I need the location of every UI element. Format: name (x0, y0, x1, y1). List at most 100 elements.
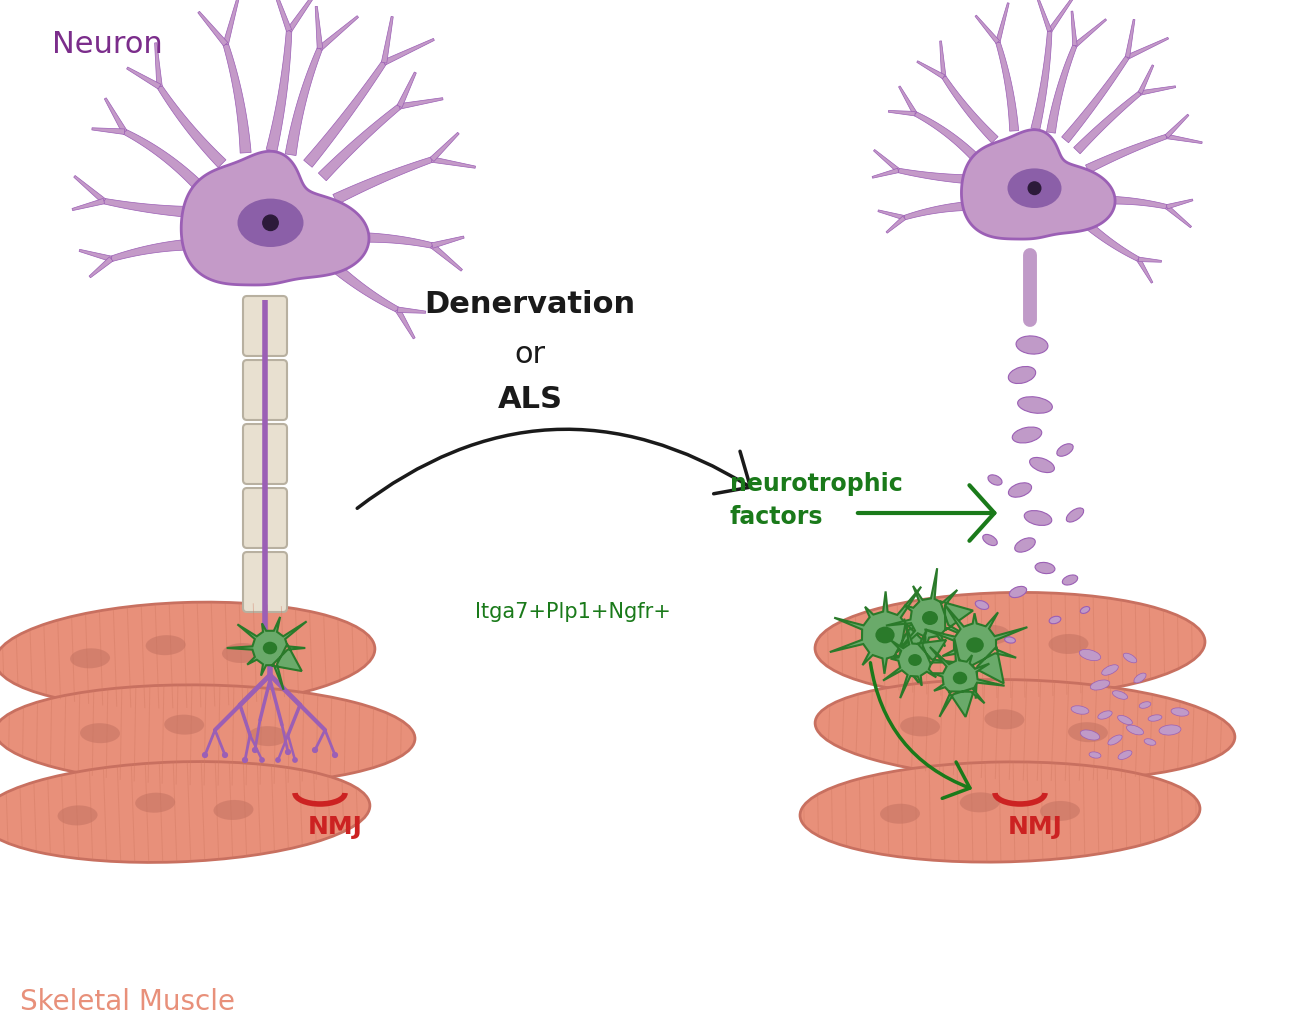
Polygon shape (898, 168, 970, 184)
Ellipse shape (1112, 690, 1128, 700)
Ellipse shape (1008, 366, 1035, 384)
Text: factors: factors (731, 505, 823, 529)
Ellipse shape (1081, 729, 1099, 740)
Polygon shape (319, 105, 401, 181)
Ellipse shape (1063, 575, 1078, 585)
Polygon shape (1031, 31, 1052, 130)
Ellipse shape (975, 600, 988, 609)
Ellipse shape (1016, 336, 1048, 354)
Text: or: or (515, 340, 545, 369)
Ellipse shape (953, 672, 967, 684)
FancyBboxPatch shape (243, 424, 288, 484)
Polygon shape (884, 619, 957, 698)
Ellipse shape (876, 627, 894, 643)
Polygon shape (916, 61, 945, 79)
Polygon shape (395, 309, 416, 339)
Ellipse shape (71, 648, 110, 668)
Ellipse shape (816, 679, 1235, 781)
Polygon shape (1086, 134, 1167, 173)
Polygon shape (197, 11, 227, 46)
Ellipse shape (1081, 606, 1090, 614)
Ellipse shape (0, 602, 375, 708)
Ellipse shape (1057, 444, 1073, 457)
FancyArrowPatch shape (357, 429, 750, 508)
Ellipse shape (1035, 562, 1055, 574)
Polygon shape (1166, 199, 1193, 209)
Polygon shape (272, 0, 291, 32)
Ellipse shape (1144, 739, 1155, 745)
Polygon shape (1138, 258, 1162, 263)
Polygon shape (383, 38, 434, 65)
Polygon shape (223, 43, 251, 153)
Polygon shape (226, 617, 307, 689)
Circle shape (260, 758, 264, 762)
Ellipse shape (984, 709, 1025, 729)
Polygon shape (1137, 259, 1153, 283)
Polygon shape (1127, 37, 1168, 60)
Polygon shape (182, 151, 369, 285)
Polygon shape (898, 86, 918, 115)
Polygon shape (1166, 205, 1192, 228)
Ellipse shape (1025, 511, 1052, 525)
Circle shape (203, 753, 208, 757)
Polygon shape (996, 41, 1018, 131)
Ellipse shape (1008, 168, 1061, 208)
Ellipse shape (1159, 725, 1182, 735)
Polygon shape (889, 111, 915, 116)
Text: Itga7+Plp1+Ngfr+: Itga7+Plp1+Ngfr+ (474, 602, 670, 622)
Ellipse shape (983, 535, 997, 546)
Polygon shape (903, 201, 971, 220)
Polygon shape (1138, 65, 1154, 94)
Ellipse shape (1171, 708, 1189, 716)
Ellipse shape (238, 199, 303, 247)
Ellipse shape (1005, 637, 1016, 643)
Polygon shape (91, 128, 124, 134)
Polygon shape (430, 132, 459, 161)
Polygon shape (1061, 55, 1129, 143)
Ellipse shape (222, 643, 261, 663)
Ellipse shape (880, 803, 920, 824)
Polygon shape (89, 256, 112, 278)
Ellipse shape (1089, 752, 1100, 758)
Polygon shape (73, 175, 106, 203)
Polygon shape (878, 210, 904, 220)
Ellipse shape (800, 762, 1200, 862)
Polygon shape (914, 112, 980, 162)
Polygon shape (1090, 196, 1167, 209)
Polygon shape (942, 76, 999, 143)
FancyBboxPatch shape (243, 295, 288, 356)
Ellipse shape (959, 792, 1000, 813)
Ellipse shape (988, 475, 1002, 485)
Ellipse shape (1102, 665, 1119, 675)
Ellipse shape (145, 635, 186, 656)
Ellipse shape (80, 723, 120, 743)
Text: Skeletal Muscle: Skeletal Muscle (20, 988, 235, 1016)
Polygon shape (267, 31, 291, 152)
FancyArrowPatch shape (857, 485, 995, 541)
Polygon shape (105, 97, 127, 133)
Polygon shape (303, 62, 387, 167)
Ellipse shape (135, 793, 175, 813)
FancyArrowPatch shape (870, 663, 970, 798)
Ellipse shape (966, 637, 984, 653)
Polygon shape (1080, 218, 1140, 262)
Polygon shape (223, 0, 239, 45)
Polygon shape (285, 47, 323, 156)
Ellipse shape (908, 654, 921, 666)
Polygon shape (873, 150, 899, 172)
Polygon shape (72, 198, 105, 210)
Circle shape (243, 757, 247, 762)
Polygon shape (1125, 19, 1134, 57)
Polygon shape (123, 129, 204, 192)
Polygon shape (397, 72, 417, 108)
Ellipse shape (1018, 397, 1052, 413)
Polygon shape (315, 6, 323, 48)
Ellipse shape (1090, 680, 1110, 690)
Polygon shape (1048, 0, 1076, 32)
Ellipse shape (1040, 801, 1080, 821)
Polygon shape (333, 157, 433, 204)
Polygon shape (1166, 134, 1202, 144)
Polygon shape (339, 232, 433, 248)
Ellipse shape (1009, 587, 1026, 597)
Ellipse shape (213, 800, 254, 820)
